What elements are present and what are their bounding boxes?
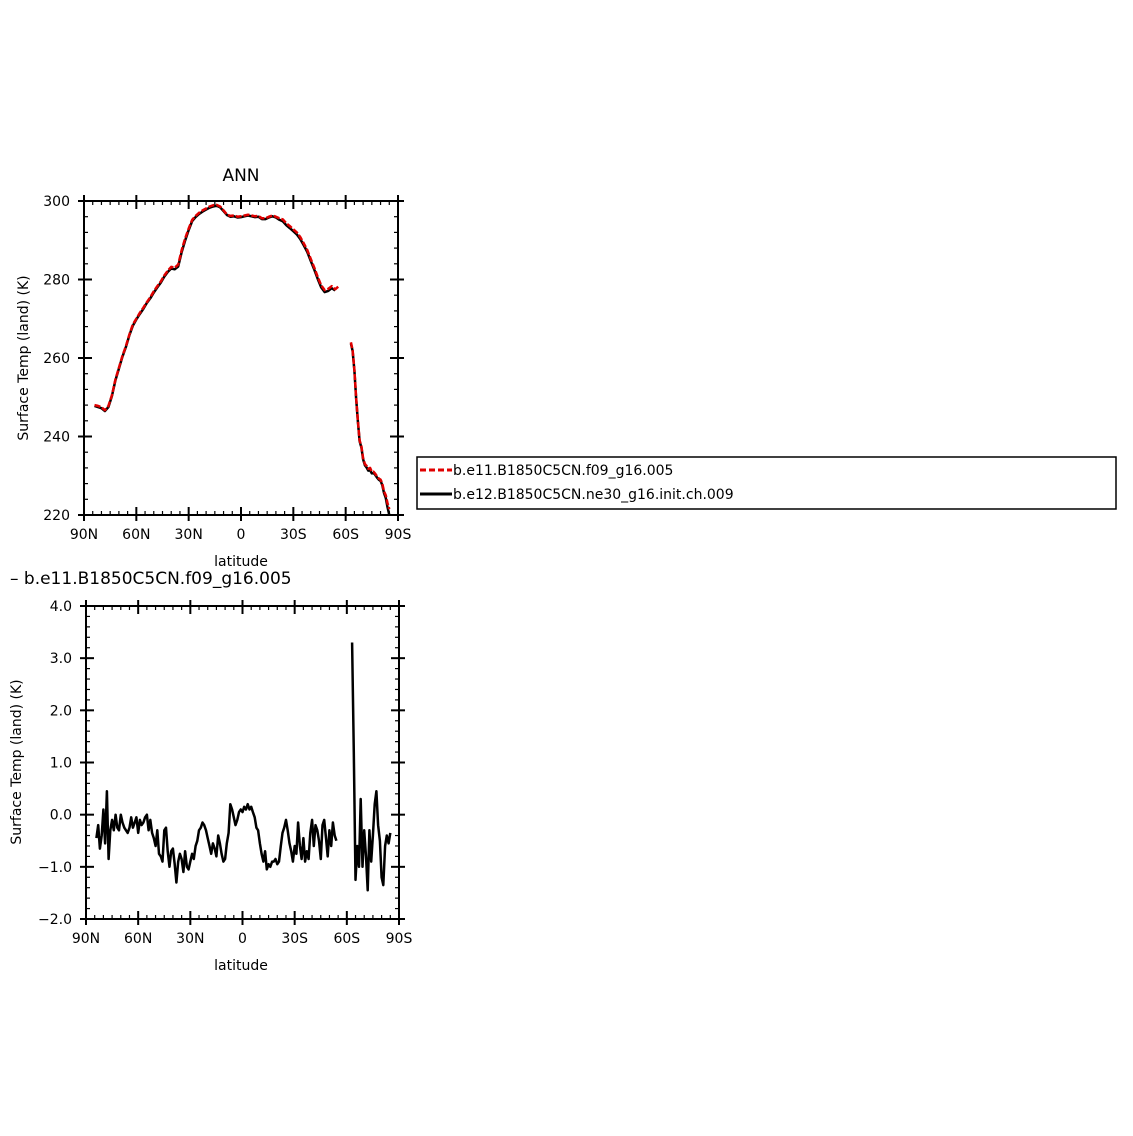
legend-entry-series-0: b.e11.B1850C5CN.f09_g16.005 xyxy=(453,463,673,479)
bottom-x-tick-label: 60S xyxy=(333,931,360,947)
legend-box xyxy=(416,456,1117,510)
bottom-x-tick-label: 30N xyxy=(176,931,204,947)
bottom-plot-frame xyxy=(85,605,400,920)
top-x-tick-label: 90N xyxy=(70,527,98,543)
top-panel-title: ANN xyxy=(222,166,259,186)
legend: b.e11.B1850C5CN.f09_g16.005 b.e12.B1850C… xyxy=(416,456,1117,510)
bottom-tick-labels: 90N 60N 30N 0 30S 60S 90S 4.0 3.0 2.0 1.0 0.0 −1.0 −2… xyxy=(38,599,412,947)
bottom-x-tick-label: 60N xyxy=(124,931,152,947)
top-x-tick-label: 60S xyxy=(332,527,359,543)
top-series xyxy=(94,203,391,516)
bottom-x-tick-label: 0 xyxy=(238,931,247,947)
top-y-tick-label: 220 xyxy=(43,508,70,524)
top-y-tick-label: 280 xyxy=(43,273,70,289)
top-y-tick-label: 260 xyxy=(43,351,70,367)
top-series-0-line-segment-0 xyxy=(94,203,340,412)
bottom-y-tick-label: 4.0 xyxy=(50,599,72,615)
bottom-y-tick-label: 3.0 xyxy=(50,651,72,667)
top-plot-frame xyxy=(83,200,399,516)
bottom-y-tick-label: 2.0 xyxy=(50,703,72,719)
bottom-series-0-line-segment-0 xyxy=(95,789,338,884)
top-y-tick-label: 300 xyxy=(43,194,70,210)
bottom-y-tick-label: 0.0 xyxy=(50,808,72,824)
bottom-x-tick-label: 30S xyxy=(281,931,308,947)
top-x-tick-label: 90S xyxy=(385,527,412,543)
top-x-tick-label: 30S xyxy=(280,527,307,543)
top-y-axis-label: Surface Temp (land) (K) xyxy=(16,275,32,440)
legend-entry-series-1: b.e12.B1850C5CN.ne30_g16.init.ch.009 xyxy=(453,487,734,503)
bottom-series-0-line-segment-1 xyxy=(350,642,392,892)
top-x-tick-label: 30N xyxy=(175,527,203,543)
top-ticks xyxy=(78,195,404,521)
bottom-panel-title: – b.e11.B1850C5CN.f09_g16.005 xyxy=(10,569,292,589)
bottom-x-tick-label: 90N xyxy=(72,931,100,947)
top-y-tick-label: 240 xyxy=(43,430,70,446)
bottom-y-tick-label: −2.0 xyxy=(38,912,72,928)
bottom-x-tick-label: 90S xyxy=(386,931,413,947)
bottom-x-axis-label: latitude xyxy=(214,958,268,974)
top-series-0-line-segment-1 xyxy=(349,342,391,510)
bottom-series xyxy=(95,642,392,892)
top-x-axis-label: latitude xyxy=(214,554,268,570)
bottom-y-axis-label: Surface Temp (land) (K) xyxy=(9,679,25,844)
top-tick-labels: 90N 60N 30N 0 30S 60S 90S 300 280 260 240 220 xyxy=(43,194,411,543)
top-panel: ANN latitude Surface Temp (land) (K) 90N… xyxy=(16,166,411,570)
bottom-y-tick-label: 1.0 xyxy=(50,756,72,772)
top-x-tick-label: 60N xyxy=(122,527,150,543)
bottom-y-tick-label: −1.0 xyxy=(38,860,72,876)
top-x-tick-label: 0 xyxy=(237,527,246,543)
bottom-panel: – b.e11.B1850C5CN.f09_g16.005 latitude S… xyxy=(9,569,412,974)
